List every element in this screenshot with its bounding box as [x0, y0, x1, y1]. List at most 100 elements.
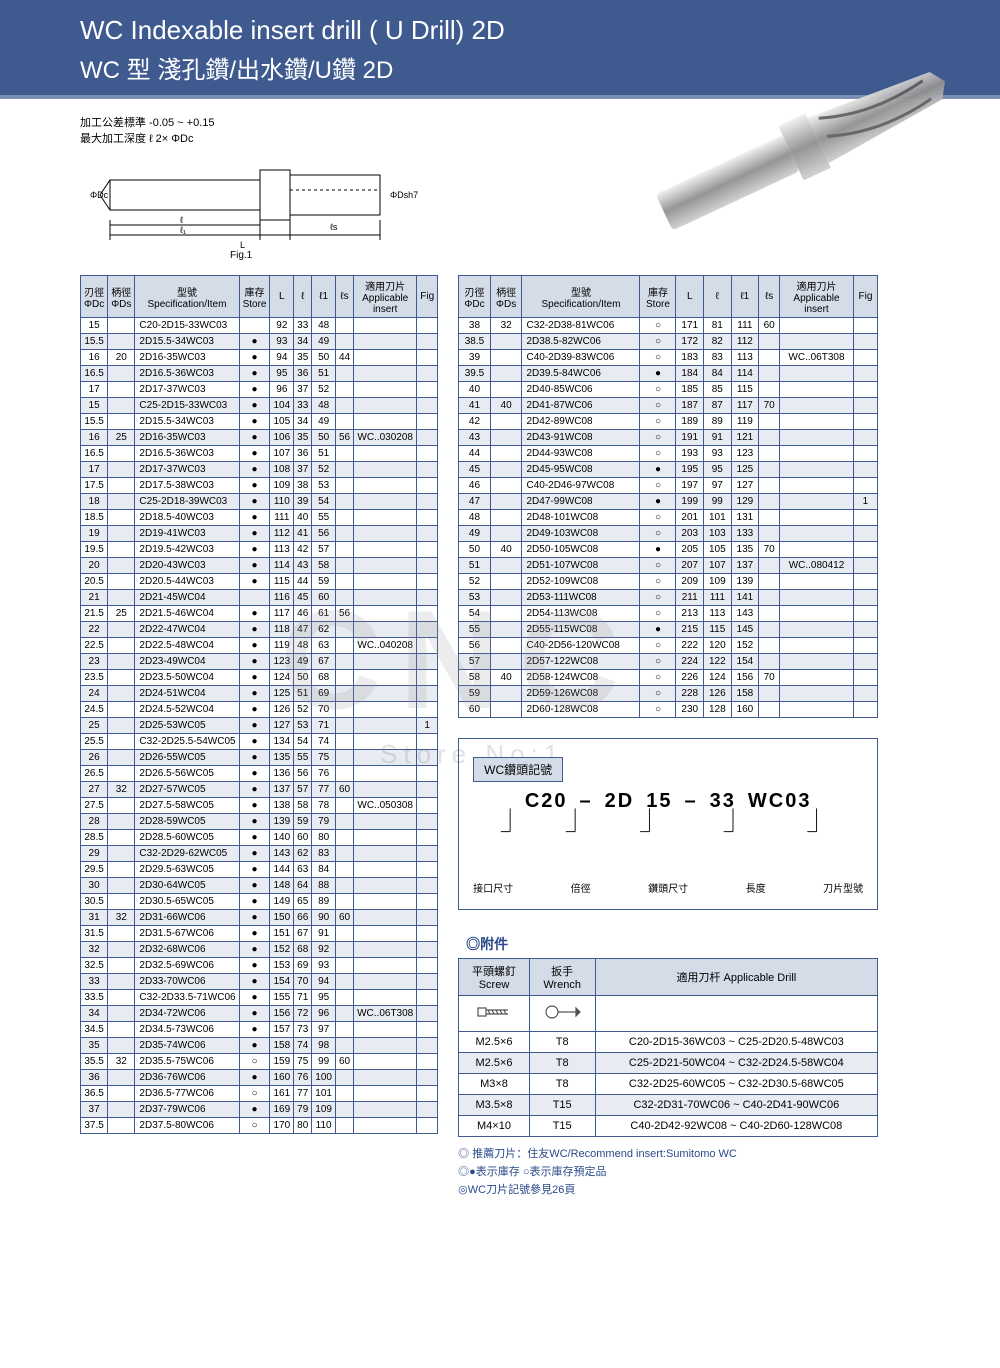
- acc-screw: M3×8: [459, 1074, 530, 1095]
- svg-text:ℓ₁: ℓ₁: [180, 225, 186, 235]
- cell-insert: [780, 478, 854, 494]
- cell-fig: 1: [417, 718, 438, 734]
- cell-insert: [354, 398, 417, 414]
- cell-ls: [335, 654, 353, 670]
- cell-fig: [417, 830, 438, 846]
- th-spec: 型號Specification/Item: [522, 276, 640, 318]
- cell-fig: [417, 510, 438, 526]
- cell-ls: [759, 510, 780, 526]
- cell-ds: [108, 702, 135, 718]
- cell-spec: 2D32.5-69WC06: [135, 958, 239, 974]
- cell-L: 113: [270, 542, 294, 558]
- cell-L: 207: [676, 558, 704, 574]
- cell-l: 44: [294, 574, 312, 590]
- table-row: 28 2D28-59WC05 ● 139 59 79: [81, 814, 438, 830]
- code-label-3: 長度: [746, 880, 766, 895]
- cell-spec: C25-2D15-33WC03: [135, 398, 239, 414]
- cell-store: ●: [239, 766, 270, 782]
- cell-store: ○: [640, 686, 676, 702]
- cell-dc: 30.5: [81, 894, 108, 910]
- cell-ds: [108, 878, 135, 894]
- cell-dc: 27.5: [81, 798, 108, 814]
- cell-l1: 89: [312, 894, 336, 910]
- table-row: 47 2D47-99WC08 ● 199 99 129 1: [459, 494, 878, 510]
- cell-ds: [108, 1022, 135, 1038]
- cell-ls: [759, 414, 780, 430]
- cell-fig: [853, 350, 877, 366]
- table-row: 35.5 32 2D35.5-75WC06 ○ 159 75 99 60: [81, 1054, 438, 1070]
- cell-ls: [759, 686, 780, 702]
- table-row: 16 25 2D16-35WC03 ● 106 35 50 56 WC..030…: [81, 430, 438, 446]
- table-row: 43 2D43-91WC08 ○ 191 91 121: [459, 430, 878, 446]
- acc-wrench: T8: [529, 1074, 595, 1095]
- cell-L: 108: [270, 462, 294, 478]
- cell-insert: [354, 510, 417, 526]
- cell-spec: 2D24.5-52WC04: [135, 702, 239, 718]
- cell-spec: 2D52-109WC08: [522, 574, 640, 590]
- cell-spec: 2D18.5-40WC03: [135, 510, 239, 526]
- table-row: 17 2D17-37WC03 ● 108 37 52: [81, 462, 438, 478]
- table-row: 18 C25-2D18-39WC03 ● 110 39 54: [81, 494, 438, 510]
- cell-spec: 2D16-35WC03: [135, 350, 239, 366]
- cell-dc: 52: [459, 574, 491, 590]
- cell-dc: 41: [459, 398, 491, 414]
- cell-insert: [354, 414, 417, 430]
- cell-dc: 15: [81, 318, 108, 334]
- cell-insert: [354, 1118, 417, 1134]
- svg-text:ΦDsh7: ΦDsh7: [390, 190, 418, 200]
- cell-insert: [354, 606, 417, 622]
- cell-spec: 2D17-37WC03: [135, 462, 239, 478]
- cell-spec: 2D23-49WC04: [135, 654, 239, 670]
- cell-spec: 2D17-37WC03: [135, 382, 239, 398]
- cell-store: ●: [239, 366, 270, 382]
- cell-fig: [417, 334, 438, 350]
- cell-ls: [335, 334, 353, 350]
- cell-spec: 2D34-72WC06: [135, 1006, 239, 1022]
- cell-l: 101: [704, 510, 732, 526]
- cell-insert: [354, 1102, 417, 1118]
- cell-ds: 32: [490, 318, 522, 334]
- cell-fig: [417, 878, 438, 894]
- cell-ds: [490, 702, 522, 718]
- cell-l1: 79: [312, 814, 336, 830]
- cell-insert: [354, 974, 417, 990]
- cell-fig: [417, 414, 438, 430]
- cell-ls: [335, 590, 353, 606]
- cell-ls: 70: [759, 542, 780, 558]
- cell-ls: [335, 862, 353, 878]
- cell-spec: 2D15.5-34WC03: [135, 334, 239, 350]
- cell-store: ●: [239, 670, 270, 686]
- cell-dc: 40: [459, 382, 491, 398]
- cell-L: 125: [270, 686, 294, 702]
- table-row: 17 2D17-37WC03 ● 96 37 52: [81, 382, 438, 398]
- cell-fig: [417, 958, 438, 974]
- cell-store: ●: [239, 430, 270, 446]
- cell-L: 140: [270, 830, 294, 846]
- cell-l1: 50: [312, 350, 336, 366]
- cell-ds: [108, 382, 135, 398]
- cell-ls: [335, 366, 353, 382]
- cell-spec: 2D55-115WC08: [522, 622, 640, 638]
- cell-dc: 24: [81, 686, 108, 702]
- cell-L: 153: [270, 958, 294, 974]
- th-ls: ℓs: [335, 276, 353, 318]
- cell-L: 150: [270, 910, 294, 926]
- cell-spec: 2D49-103WC08: [522, 526, 640, 542]
- cell-l: 79: [294, 1102, 312, 1118]
- cell-fig: [853, 574, 877, 590]
- acc-screw: M4×10: [459, 1116, 530, 1137]
- cell-fig: [417, 526, 438, 542]
- cell-insert: [354, 654, 417, 670]
- cell-l1: 55: [312, 510, 336, 526]
- cell-ds: [108, 622, 135, 638]
- cell-store: ●: [239, 382, 270, 398]
- cell-l1: 49: [312, 414, 336, 430]
- screw-icon: [459, 996, 530, 1032]
- cell-store: ●: [239, 622, 270, 638]
- cell-store: ●: [640, 494, 676, 510]
- cell-store: ●: [239, 942, 270, 958]
- cell-spec: 2D26-55WC05: [135, 750, 239, 766]
- cell-insert: [354, 910, 417, 926]
- cell-L: 184: [676, 366, 704, 382]
- cell-L: 149: [270, 894, 294, 910]
